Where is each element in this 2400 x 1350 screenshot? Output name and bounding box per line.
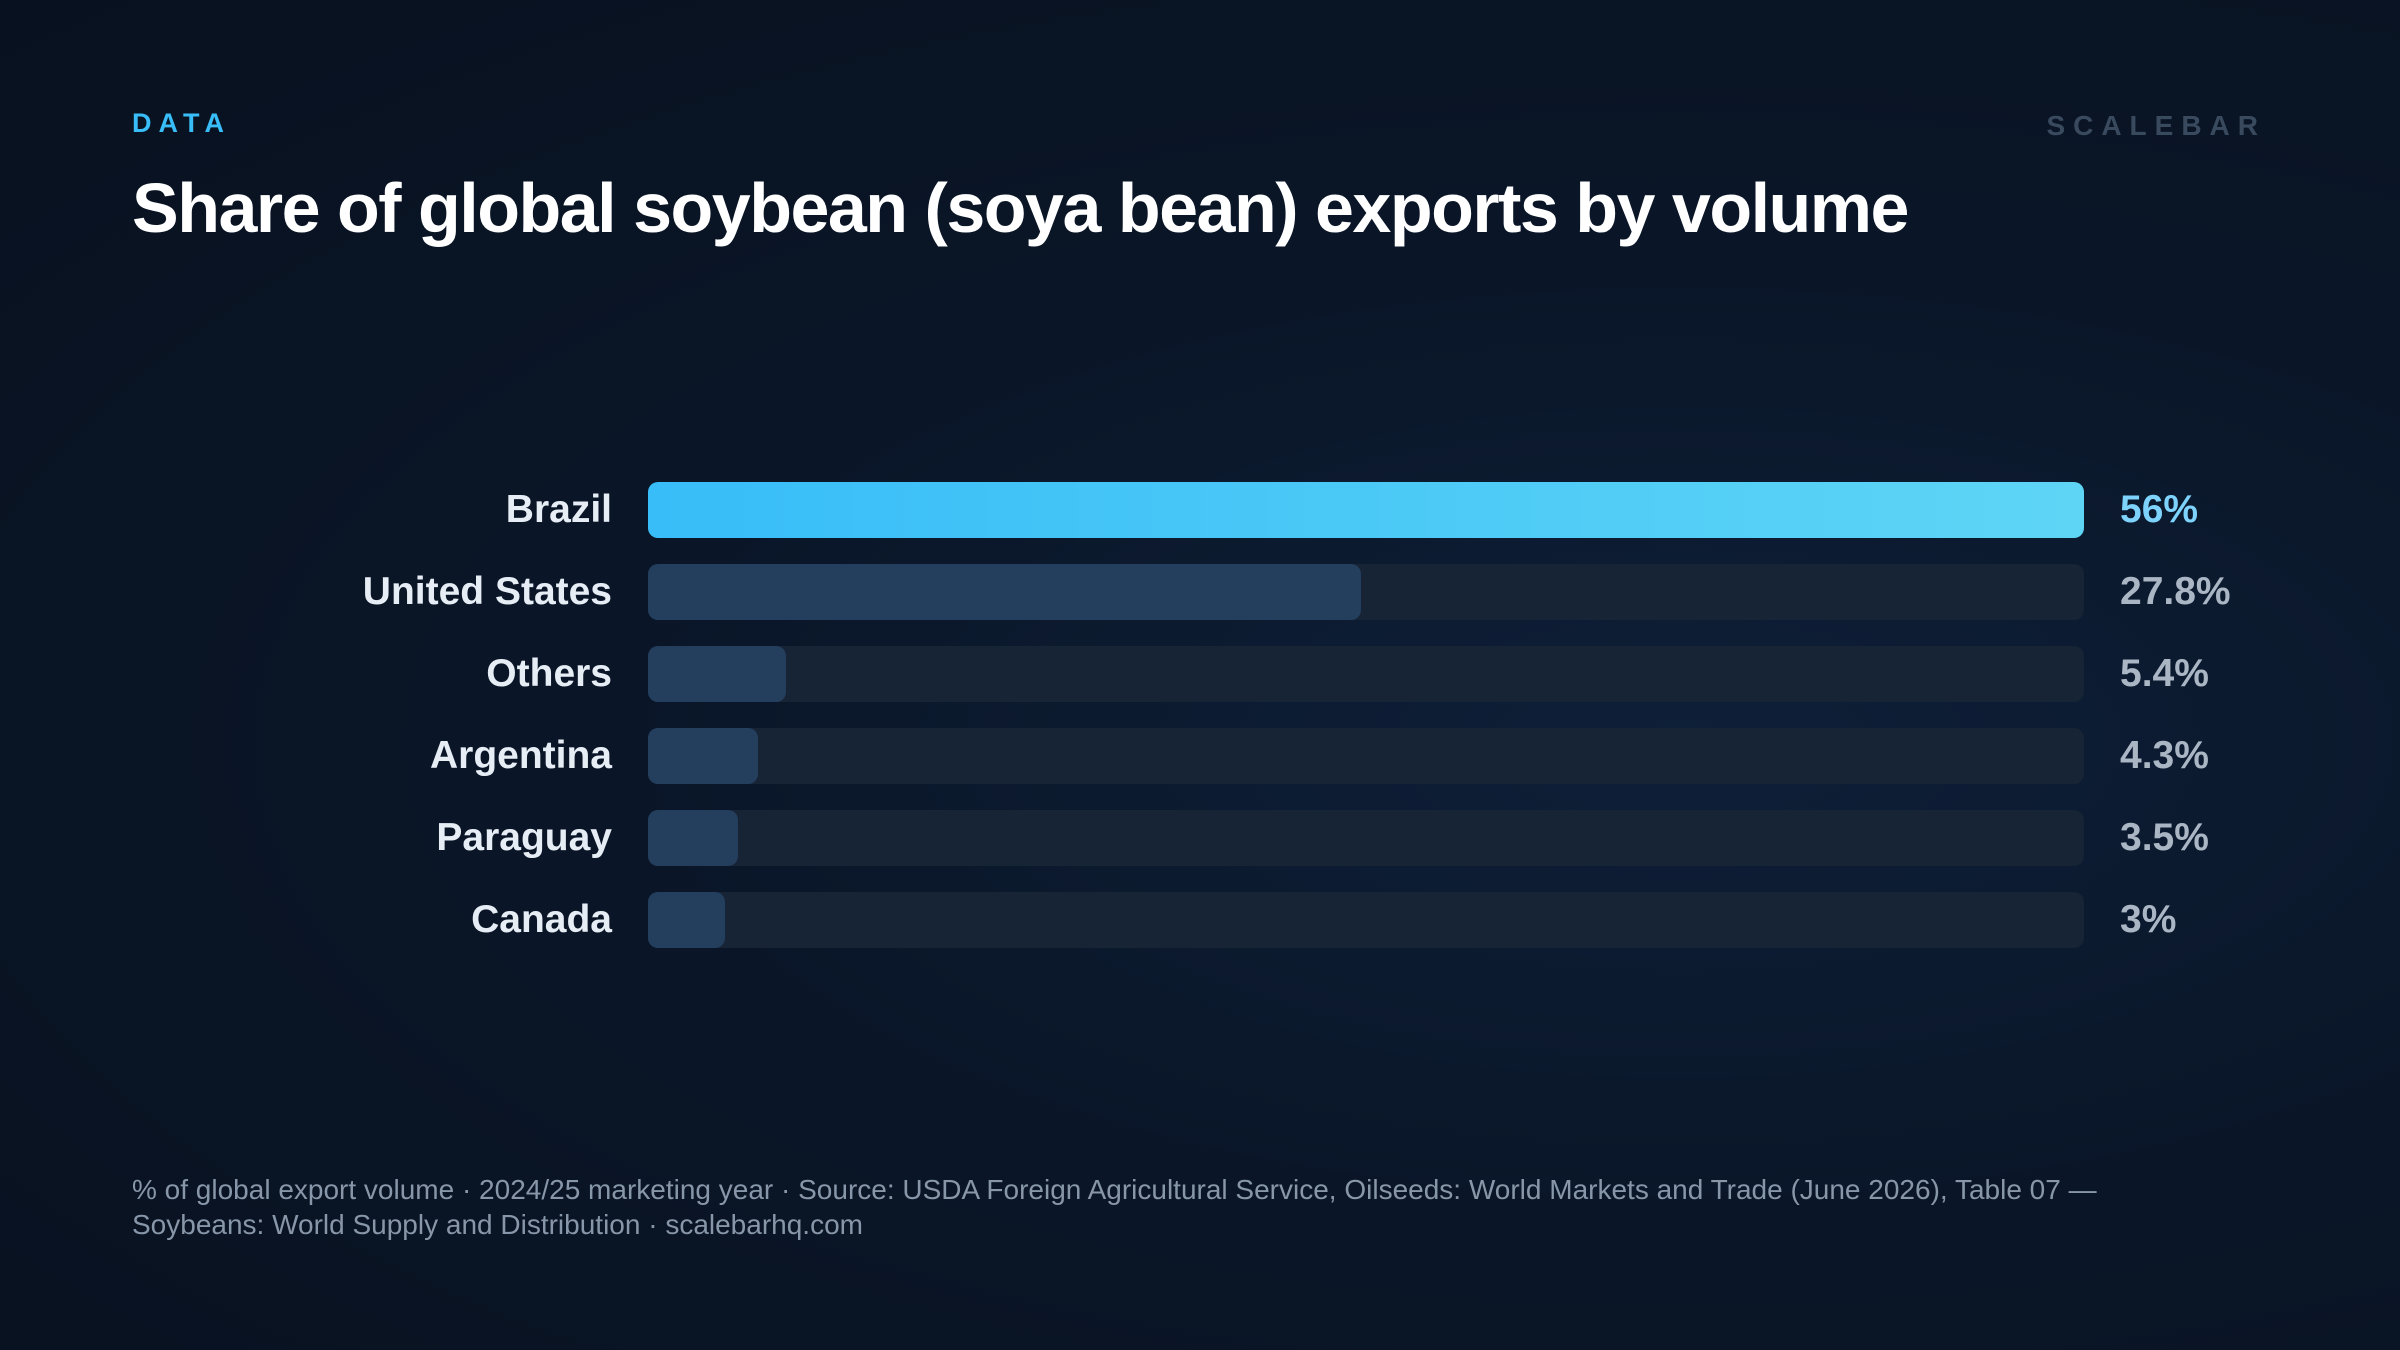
bar-row: Paraguay 3.5% — [0, 810, 2400, 866]
value-label: 4.3% — [2120, 734, 2209, 777]
bar-row: Argentina 4.3% — [0, 728, 2400, 784]
category-label: Others — [486, 652, 612, 695]
bar — [648, 810, 738, 866]
brand-logo: SCALEBAR — [2046, 110, 2266, 141]
category-label: Canada — [471, 898, 612, 941]
footer-source-note: % of global export volume · 2024/25 mark… — [132, 1174, 2097, 1240]
category-label: United States — [362, 570, 612, 613]
bar-track — [648, 892, 2084, 948]
bar-row: Canada 3% — [0, 892, 2400, 948]
bar — [648, 482, 2084, 538]
bar-track — [648, 646, 2084, 702]
category-label: Argentina — [429, 734, 612, 777]
bar-row: United States 27.8% — [0, 564, 2400, 620]
value-label: 27.8% — [2120, 570, 2231, 613]
bar-track — [648, 810, 2084, 866]
chart-title: Share of global soybean (soya bean) expo… — [132, 169, 1909, 247]
bar-row: Brazil 56% — [0, 482, 2400, 538]
value-label: 3.5% — [2120, 816, 2209, 859]
category-label: Paraguay — [436, 816, 612, 859]
bar-track — [648, 482, 2084, 538]
bar — [648, 728, 759, 784]
bar — [648, 892, 725, 948]
category-label: Brazil — [505, 488, 612, 531]
bar — [648, 564, 1361, 620]
bar — [648, 646, 787, 702]
bar-row: Others 5.4% — [0, 646, 2400, 702]
kicker-label: DATA — [132, 108, 231, 138]
value-label: 56% — [2120, 488, 2199, 531]
bar-track — [648, 728, 2084, 784]
value-label: 5.4% — [2120, 652, 2209, 695]
value-label: 3% — [2120, 898, 2177, 941]
bar-track — [648, 564, 2084, 620]
